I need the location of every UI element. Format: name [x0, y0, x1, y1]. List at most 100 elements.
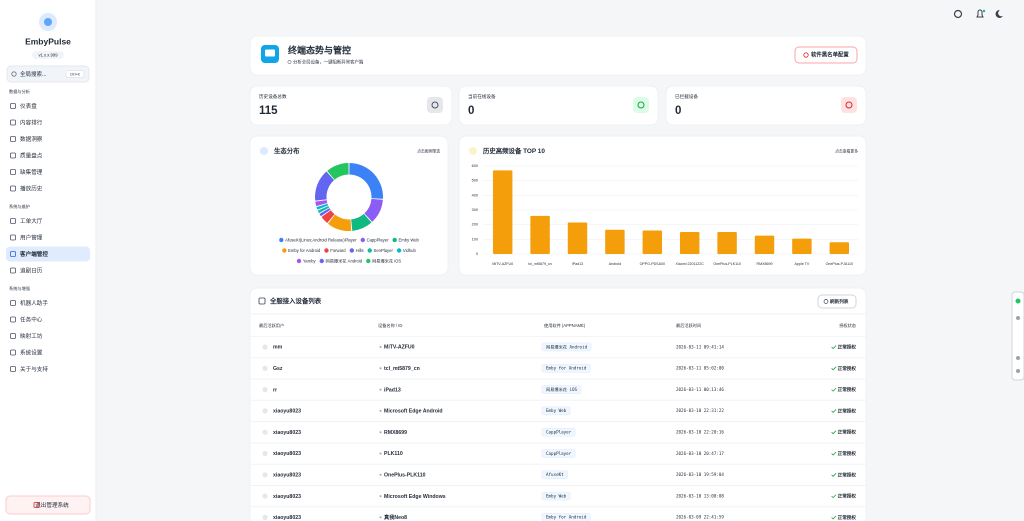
nav-item[interactable]: 机器人助手	[20, 299, 48, 307]
cell-status: 正常授权	[838, 344, 857, 351]
cell-time: 2026-03-11 00:13:46	[676, 387, 724, 392]
blacklist-button[interactable]	[794, 46, 858, 64]
user-avatar	[262, 429, 268, 435]
header-card	[249, 35, 867, 76]
chart-title: 生态分布	[274, 146, 300, 155]
nav-item[interactable]: 任务中心	[20, 315, 43, 323]
y-tick-label: 300	[472, 208, 478, 212]
cell-time: 2026-03-11 05:02:00	[676, 366, 724, 371]
stat-icon-bg	[633, 97, 649, 113]
chart-icon	[260, 147, 268, 155]
bar	[492, 170, 513, 254]
column-header: 设备名称 / ID	[378, 322, 402, 329]
device-dot	[379, 388, 382, 391]
nav-item[interactable]: 系统设置	[20, 348, 43, 356]
cell-device: tcl_mt5879_cn	[384, 366, 420, 372]
legend-label[interactable]: Vidhub	[403, 248, 417, 253]
y-tick-label: 100	[472, 237, 478, 241]
nav-item[interactable]: 质量盘点	[20, 151, 43, 159]
nav-item[interactable]: 关于与支持	[20, 365, 48, 373]
app-pill	[541, 342, 592, 352]
cell-status: 正常授权	[838, 365, 857, 372]
refresh-button[interactable]	[817, 294, 857, 309]
icon-theme[interactable]	[995, 9, 1003, 18]
nav-item[interactable]: 用户管理	[20, 233, 43, 241]
user-avatar	[262, 493, 268, 499]
version-pill	[32, 51, 64, 59]
icon-bell[interactable]	[976, 9, 984, 18]
nav-item[interactable]: 客户端管控	[19, 250, 48, 258]
cell-user: xiaoyu8023	[273, 430, 301, 436]
cell-app: CappPlayer	[546, 451, 572, 456]
pie-slice	[327, 214, 352, 231]
x-tick-label: tcl_mt5879_cn	[528, 262, 551, 266]
cell-app: Emby for Android	[546, 366, 587, 371]
legend-label[interactable]: 网易爆米花 iOS	[372, 257, 401, 264]
column-header: 最后活跃用户	[259, 322, 284, 329]
legend-label[interactable]: Hills	[356, 248, 364, 253]
status-check	[831, 494, 837, 499]
nav-item[interactable]: 追剧日历	[20, 266, 43, 274]
bar	[754, 235, 775, 254]
cell-status: 正常授权	[838, 450, 857, 457]
legend-label[interactable]: CappPlayer	[367, 237, 389, 242]
stat-icon	[845, 101, 853, 109]
legend-label[interactable]: Forward	[330, 248, 346, 253]
blacklist-label: 软件黑名单配置	[811, 51, 849, 59]
nav-item[interactable]: 工单大厅	[20, 217, 43, 225]
cell-user: xiaoyu8023	[273, 451, 301, 457]
device-dot	[379, 452, 382, 455]
device-dot	[379, 495, 382, 498]
cell-time: 2026-03-10 22:20:16	[676, 430, 724, 435]
nav-item[interactable]: 映射工坊	[20, 332, 43, 340]
nav-item[interactable]: 播放历史	[20, 184, 43, 192]
legend-dot	[282, 248, 287, 253]
chart-hint: 点击查看更多	[835, 148, 858, 153]
legend-label[interactable]: SenPlayer	[374, 248, 394, 253]
device-dot	[379, 409, 382, 412]
nav-item[interactable]: 数据洞察	[20, 135, 43, 143]
app-pill	[541, 470, 568, 480]
cell-user: xiaoyu8023	[273, 515, 301, 521]
legend-label[interactable]: Yamby	[303, 258, 317, 263]
icon-refresh[interactable]	[953, 9, 963, 19]
cell-status: 正常授权	[838, 514, 857, 521]
column-header: 最后活跃时间	[676, 322, 701, 329]
nav-item[interactable]: 仪表盘	[20, 102, 37, 110]
table-card	[249, 287, 867, 521]
logo-core	[44, 18, 52, 26]
cell-time: 2026-03-09 22:41:59	[676, 515, 724, 520]
app-pill	[541, 449, 576, 458]
status-check	[831, 387, 837, 392]
cell-user: mm	[273, 345, 283, 351]
app-title: EmbyPulse	[25, 36, 71, 46]
bell-dot	[982, 9, 986, 13]
legend-label[interactable]: Emby for Android	[288, 248, 321, 253]
legend-label[interactable]: Emby Web	[398, 237, 419, 242]
cell-device: Microsoft Edge Windows	[384, 494, 446, 500]
nav-item[interactable]: 内容排行	[20, 118, 43, 126]
app-pill	[541, 427, 576, 437]
x-tick-label: Apple TV	[795, 262, 810, 266]
legend-label[interactable]: AfuseKt(Linux;Android Release)Player	[285, 237, 357, 242]
logout-button[interactable]	[5, 495, 91, 515]
legend-label[interactable]: 网易爆米花 Android	[326, 257, 363, 264]
cell-time: 2026-03-10 22:31:22	[676, 408, 724, 413]
nav-icon	[10, 316, 16, 323]
chart-hint: 点击图例筛选	[417, 148, 440, 153]
cell-status: 正常授权	[838, 407, 857, 414]
user-avatar	[262, 344, 268, 350]
cell-status: 正常授权	[838, 386, 857, 393]
cell-device: RMX8699	[384, 430, 407, 436]
shortcut-pill	[65, 70, 85, 78]
nav-item[interactable]: 缺集管理	[20, 168, 43, 176]
float-widget[interactable]	[1011, 291, 1024, 381]
cell-user: xiaoyu8023	[273, 409, 301, 415]
stat-value: 0	[675, 105, 681, 117]
nav-icon	[10, 169, 16, 175]
status-check	[831, 409, 837, 413]
cell-app: 网易爆米花 iOS	[546, 386, 578, 393]
legend-dot	[324, 248, 329, 253]
status-check	[831, 345, 837, 350]
